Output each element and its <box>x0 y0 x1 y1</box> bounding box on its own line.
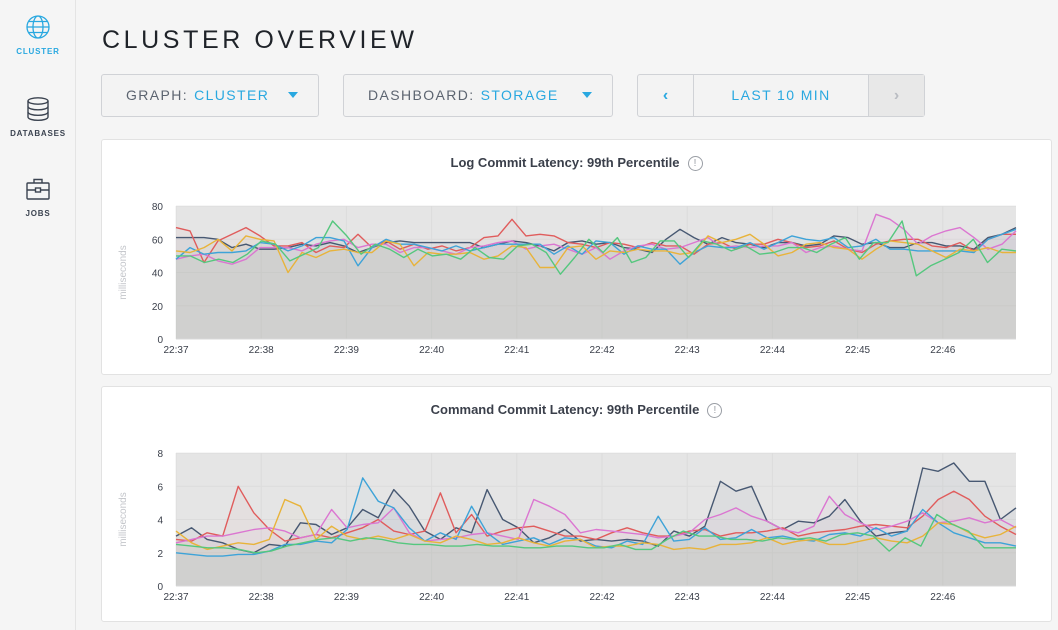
dashboard-dropdown[interactable]: DASHBOARD: STORAGE <box>343 74 613 117</box>
y-tick-label: 2 <box>157 549 163 560</box>
chart-title: Log Commit Latency: 99th Percentile! <box>102 155 1051 171</box>
y-tick-label: 6 <box>157 482 163 493</box>
graph-dropdown-label: GRAPH: <box>126 87 189 103</box>
x-tick-label: 22:44 <box>760 345 785 356</box>
caret-down-icon <box>288 92 298 98</box>
chart-title-text: Log Commit Latency: 99th Percentile <box>450 155 680 170</box>
x-tick-label: 22:40 <box>419 345 444 356</box>
series-line-6 <box>176 220 1017 277</box>
y-tick-label: 60 <box>152 235 164 246</box>
page-title: CLUSTER OVERVIEW <box>102 26 418 54</box>
y-axis-label: milliseconds <box>118 492 129 546</box>
series-line-4 <box>175 477 1017 557</box>
x-tick-label: 22:39 <box>334 345 359 356</box>
range-label-button[interactable]: LAST 10 MIN <box>731 87 831 103</box>
x-tick-label: 22:38 <box>249 592 274 603</box>
dashboard-dropdown-label: DASHBOARD: <box>368 87 475 103</box>
main-content: CLUSTER OVERVIEW GRAPH: CLUSTER DASHBOARD… <box>77 0 1058 630</box>
x-tick-label: 22:39 <box>334 592 359 603</box>
briefcase-icon <box>0 176 76 202</box>
x-tick-label: 22:45 <box>845 345 870 356</box>
x-tick-label: 22:43 <box>675 592 700 603</box>
x-tick-label: 22:45 <box>845 592 870 603</box>
log-commit-latency-chart: 22:37 22:38 22:39 22:40 22:41 22:42 22:43 22:44… <box>118 202 1017 356</box>
sidebar-item-cluster[interactable]: CLUSTER <box>0 14 76 56</box>
chart-title-text: Command Commit Latency: 99th Percentile <box>430 402 700 417</box>
range-next-button[interactable]: › <box>868 75 924 116</box>
dashboard-dropdown-value: STORAGE <box>480 87 559 103</box>
x-tick-label: 22:37 <box>163 345 188 356</box>
x-tick-label: 22:43 <box>675 345 700 356</box>
globe-icon <box>0 14 76 40</box>
sidebar-item-jobs[interactable]: JOBS <box>0 176 76 218</box>
y-tick-label: 80 <box>152 202 164 213</box>
x-tick-label: 22:46 <box>930 345 955 356</box>
x-tick-label: 22:41 <box>504 592 529 603</box>
y-tick-label: 20 <box>152 302 164 313</box>
y-axis-label: milliseconds <box>118 245 129 299</box>
caret-down-icon <box>582 92 592 98</box>
series-line-3 <box>175 213 1017 265</box>
graph-dropdown-value: CLUSTER <box>194 87 270 103</box>
x-tick-label: 22:42 <box>589 592 614 603</box>
info-icon[interactable]: ! <box>687 156 703 171</box>
x-tick-label: 22:40 <box>419 592 444 603</box>
x-tick-label: 22:42 <box>589 345 614 356</box>
command-commit-latency-chart: 22:37 22:38 22:39 22:40 22:41 22:42 22:43 22:44… <box>118 449 1017 603</box>
command-commit-latency-panel: 22:37 22:38 22:39 22:40 22:41 22:42 22:43 22:44… <box>101 386 1052 622</box>
plot-shade <box>176 206 1016 339</box>
y-tick-label: 40 <box>152 269 164 280</box>
sidebar-item-label: CLUSTER <box>16 47 60 56</box>
x-tick-label: 22:38 <box>249 345 274 356</box>
sidebar-item-label: DATABASES <box>10 129 66 138</box>
sidebar-item-label: JOBS <box>25 209 51 218</box>
x-tick-label: 22:37 <box>163 592 188 603</box>
y-tick-label: 4 <box>157 516 163 527</box>
series-line-5 <box>175 233 1016 274</box>
graph-dropdown[interactable]: GRAPH: CLUSTER <box>101 74 319 117</box>
series-line-4 <box>175 228 1017 267</box>
time-range-selector: ‹ LAST 10 MIN › <box>637 74 925 117</box>
plot-shade <box>176 453 1016 586</box>
database-icon <box>0 96 76 122</box>
y-tick-label: 0 <box>157 335 163 346</box>
sidebar: CLUSTER DATABASES JOBS <box>0 0 76 630</box>
series-line-3 <box>175 495 1017 544</box>
sidebar-item-databases[interactable]: DATABASES <box>0 96 76 138</box>
info-icon[interactable]: ! <box>707 403 723 418</box>
series-line-6 <box>175 513 1016 554</box>
x-tick-label: 22:41 <box>504 345 529 356</box>
x-tick-label: 22:44 <box>760 592 785 603</box>
range-prev-button[interactable]: ‹ <box>638 75 694 116</box>
chart-title: Command Commit Latency: 99th Percentile! <box>102 402 1051 418</box>
y-tick-label: 8 <box>157 449 163 460</box>
log-commit-latency-panel: 22:37 22:38 22:39 22:40 22:41 22:42 22:43 22:44… <box>101 139 1052 375</box>
x-tick-label: 22:46 <box>930 592 955 603</box>
y-tick-label: 0 <box>157 582 163 593</box>
